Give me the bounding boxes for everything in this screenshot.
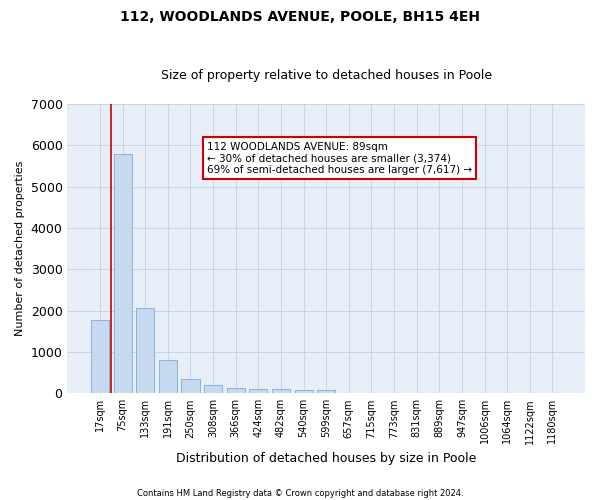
Bar: [249, 389, 268, 394]
Bar: [159, 360, 177, 394]
Y-axis label: Number of detached properties: Number of detached properties: [15, 161, 25, 336]
Bar: [272, 389, 290, 394]
Bar: [317, 390, 335, 394]
Text: 112 WOODLANDS AVENUE: 89sqm
← 30% of detached houses are smaller (3,374)
69% of : 112 WOODLANDS AVENUE: 89sqm ← 30% of det…: [207, 142, 472, 175]
Bar: [204, 386, 222, 394]
Bar: [295, 390, 313, 394]
X-axis label: Distribution of detached houses by size in Poole: Distribution of detached houses by size …: [176, 452, 476, 465]
Bar: [227, 388, 245, 394]
Bar: [136, 308, 154, 394]
Bar: [181, 380, 200, 394]
Title: Size of property relative to detached houses in Poole: Size of property relative to detached ho…: [161, 69, 492, 82]
Bar: [113, 154, 131, 394]
Text: 112, WOODLANDS AVENUE, POOLE, BH15 4EH: 112, WOODLANDS AVENUE, POOLE, BH15 4EH: [120, 10, 480, 24]
Bar: [91, 320, 109, 394]
Text: Contains HM Land Registry data © Crown copyright and database right 2024.: Contains HM Land Registry data © Crown c…: [137, 488, 463, 498]
